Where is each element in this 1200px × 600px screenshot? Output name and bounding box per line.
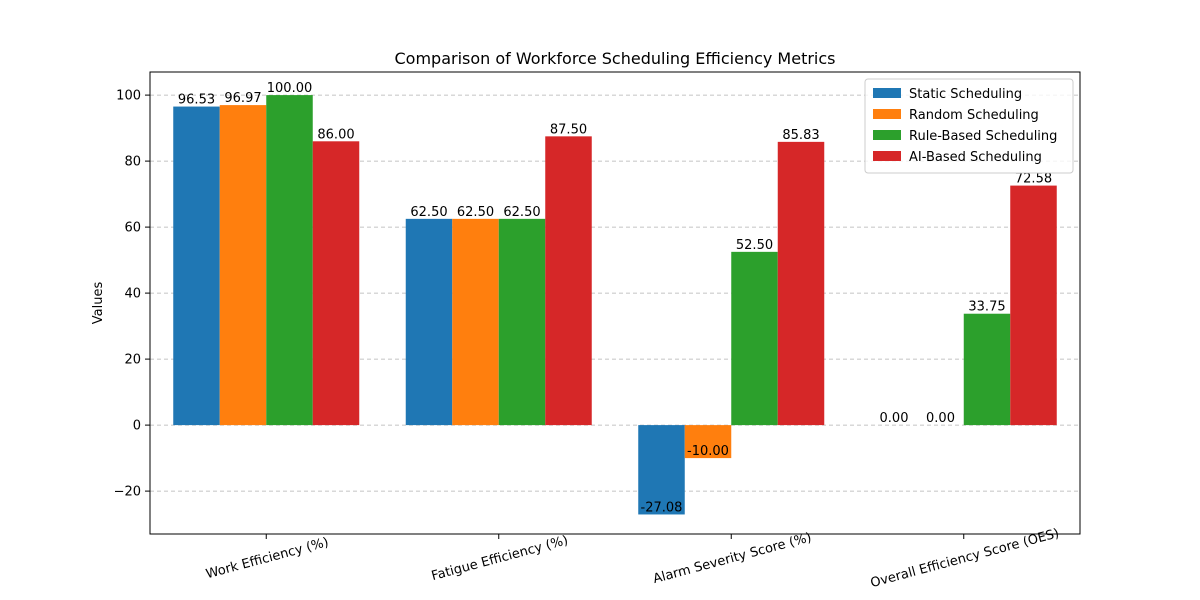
- bar: [312, 141, 360, 426]
- data-label: 0.00: [880, 411, 909, 426]
- bar: [219, 105, 267, 426]
- legend-entry: AI-Based Scheduling: [909, 150, 1042, 165]
- bar: [777, 141, 825, 426]
- data-label: 33.75: [968, 300, 1005, 315]
- data-label: 85.83: [782, 128, 819, 143]
- data-label: 87.50: [550, 122, 587, 137]
- data-label: 62.50: [503, 205, 540, 220]
- y-tick-label: 40: [124, 287, 141, 302]
- bar: [452, 218, 499, 426]
- y-tick-label: 80: [124, 155, 141, 170]
- data-label: 96.53: [178, 93, 215, 108]
- data-label: 72.58: [1015, 172, 1052, 187]
- data-label: 86.00: [317, 127, 354, 142]
- data-label: 0.00: [926, 411, 955, 426]
- data-label: 100.00: [267, 81, 313, 96]
- data-label: -27.08: [641, 500, 683, 515]
- x-tick-label: Fatigue Efficiency (%): [430, 533, 570, 584]
- bar: [684, 425, 732, 459]
- bar: [405, 218, 453, 426]
- plot-area: [149, 71, 1081, 535]
- legend-swatch: [873, 109, 901, 119]
- legend-entry: Static Scheduling: [909, 87, 1022, 102]
- x-axis: Work Efficiency (%) Fatigue Efficiency (%…: [204, 526, 1060, 591]
- y-tick-label: 20: [124, 353, 141, 368]
- legend-box: [864, 78, 1074, 174]
- y-tick-label: 0: [133, 419, 141, 434]
- legend-swatch: [873, 130, 901, 140]
- y-tick-label: −20: [114, 485, 141, 500]
- data-label: 62.50: [457, 205, 494, 220]
- bar: [173, 106, 220, 426]
- y-axis: −20 0 20 40 60 80 100: [114, 89, 150, 500]
- bar: [1010, 185, 1057, 426]
- x-tick-label: Work Efficiency (%): [204, 535, 330, 582]
- legend-swatch: [873, 151, 901, 161]
- legend: Static Scheduling Random Scheduling Rule-B…: [864, 78, 1074, 174]
- bars: [173, 95, 1057, 515]
- data-label: 96.97: [224, 91, 261, 106]
- data-labels: 96.53 62.50 -27.08 0.00 96.97 62.50 -10.00 0.00…: [178, 81, 1052, 515]
- legend-entry: Rule-Based Scheduling: [909, 129, 1057, 144]
- x-tick-label: Overall Efficiency Score (OES): [869, 526, 1061, 591]
- y-tick-label: 100: [116, 89, 141, 104]
- legend-swatch: [873, 88, 901, 98]
- y-tick-label: 60: [124, 221, 141, 236]
- bar: [638, 425, 685, 515]
- legend-entry: Random Scheduling: [909, 108, 1039, 123]
- data-label: 62.50: [410, 205, 447, 220]
- y-axis-label: Values: [91, 282, 106, 325]
- bar: [498, 218, 546, 426]
- bar: [963, 313, 1011, 426]
- x-tick-label: Alarm Severity Score (%): [652, 530, 814, 587]
- bar: [731, 251, 778, 426]
- data-label: -10.00: [687, 444, 729, 459]
- bar: [266, 95, 313, 426]
- bar: [545, 136, 592, 426]
- chart-title: Comparison of Workforce Scheduling Effic…: [394, 49, 835, 68]
- data-label: 52.50: [736, 238, 773, 253]
